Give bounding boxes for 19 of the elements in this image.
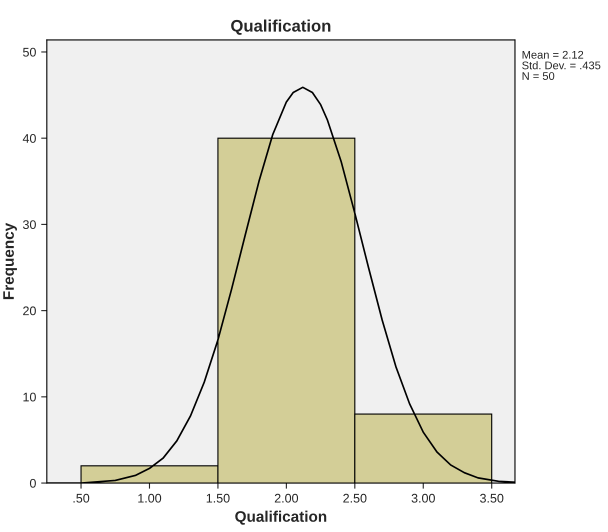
x-tick-label: .50 bbox=[73, 494, 90, 503]
x-tick-label: 1.50 bbox=[206, 494, 230, 503]
y-tick-label: 0 bbox=[30, 478, 36, 488]
y-tick-label: 30 bbox=[22, 220, 36, 230]
x-tick-label: 3.00 bbox=[412, 494, 435, 503]
x-axis-title: Qualification bbox=[235, 510, 326, 525]
text: Std. Dev. = .435 bbox=[522, 61, 600, 70]
x-tick-label: 3.50 bbox=[480, 494, 504, 503]
y-axis-title: Frequency bbox=[3, 222, 17, 300]
y-tick-label: 50 bbox=[22, 48, 36, 57]
y-tick-label: 10 bbox=[23, 392, 36, 402]
x-tick-label: 2.00 bbox=[274, 494, 298, 503]
x-tick-label: 1.00 bbox=[138, 494, 162, 503]
y-tick-label: 20 bbox=[23, 306, 36, 316]
text: N = 50 bbox=[522, 72, 554, 80]
x-tick-label: 2.50 bbox=[343, 494, 366, 503]
chart-title: Qualification bbox=[231, 19, 330, 35]
text: Mean = 2.12 bbox=[522, 50, 584, 59]
y-tick-label: 40 bbox=[22, 134, 36, 143]
